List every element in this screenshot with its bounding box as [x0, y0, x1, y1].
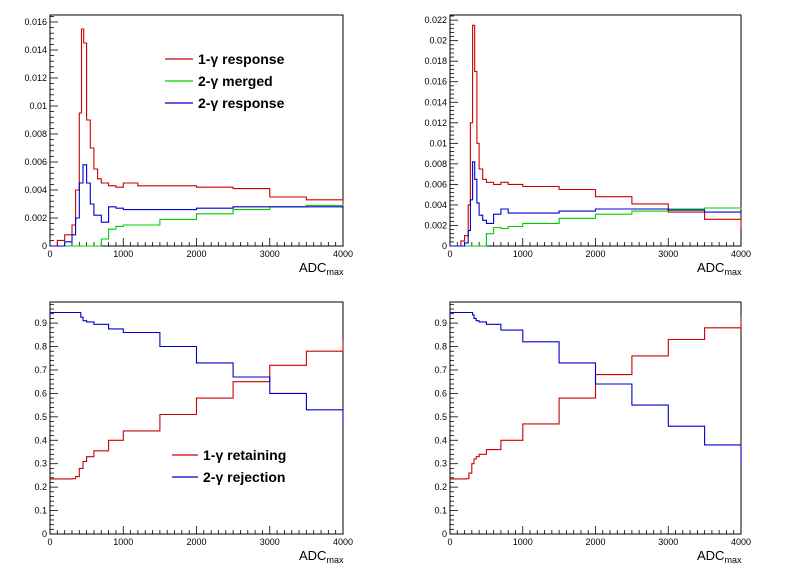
x-axis-title-subscript: max [724, 555, 742, 565]
y-tick-label: 0.3 [434, 459, 447, 469]
y-tick-label: 0.006 [24, 157, 47, 167]
y-tick-label: 0.5 [34, 412, 47, 422]
x-tick-label: 4000 [731, 249, 751, 259]
x-tick-label: 3000 [658, 537, 678, 547]
series-2-rejection [50, 311, 344, 425]
x-axis-title: ADCmax [299, 260, 344, 277]
y-tick-label: 0.4 [34, 435, 47, 445]
y-tick-label: 0.016 [24, 17, 47, 27]
y-tick-label: 0.002 [24, 213, 47, 223]
legend-panel-3: 1-γ retaining 2-γ rejection [172, 447, 286, 485]
plot-frame [49, 301, 344, 535]
x-axis-title-subscript: max [326, 555, 344, 565]
series-line-1 [450, 318, 742, 480]
y-tick-label: 0.8 [34, 342, 47, 352]
x-tick-label: 2000 [585, 537, 605, 547]
y-tick-label: 0.7 [434, 365, 447, 375]
y-tick-label: 0.008 [424, 159, 447, 169]
y-tick-label: 0.9 [34, 318, 47, 328]
y-tick-label: 0.016 [424, 77, 447, 87]
series-2-response [50, 164, 344, 247]
y-tick-label: 0.004 [24, 185, 47, 195]
y-tick-label: 0.4 [434, 435, 447, 445]
y-tick-label: 0.002 [424, 220, 447, 230]
plot-frame [449, 301, 742, 535]
x-tick-label: 1000 [113, 537, 133, 547]
y-tick-label: 0.6 [34, 388, 47, 398]
y-tick-label: 0.1 [434, 506, 447, 516]
y-tick-label: 0.6 [434, 388, 447, 398]
x-axis-title: ADCmax [697, 260, 742, 277]
y-tick-label: 0.014 [424, 97, 447, 107]
x-tick-label: 1000 [513, 537, 533, 547]
x-axis-title: ADCmax [697, 548, 742, 565]
x-tick-label: 0 [447, 537, 452, 547]
legend-label-2g-merged: 2-γ merged [198, 73, 273, 89]
y-tick-label: 0.8 [434, 342, 447, 352]
y-tick-label: 0.02 [429, 36, 447, 46]
legend-label-2g-rejection: 2-γ rejection [203, 469, 285, 485]
x-tick-label: 1000 [113, 249, 133, 259]
x-axis-title: ADCmax [299, 548, 344, 565]
x-tick-label: 4000 [333, 537, 353, 547]
y-tick-label: 0.01 [429, 138, 447, 148]
y-tick-label: 0.022 [424, 15, 447, 25]
x-tick-label: 3000 [260, 249, 280, 259]
y-tick-label: 0 [442, 241, 447, 251]
x-tick-label: 3000 [658, 249, 678, 259]
x-tick-label: 0 [47, 249, 52, 259]
y-tick-label: 0.7 [34, 365, 47, 375]
legend-panel-1: 1-γ response 2-γ merged 2-γ response [165, 51, 285, 111]
y-tick-label: 0.9 [434, 318, 447, 328]
chart-panel-3: 0 0.1 0.2 0.3 0.4 0.5 0.6 0.7 0.8 0.9 0 1000 2000 300… [34, 301, 353, 565]
y-tick-label: 0.008 [24, 129, 47, 139]
chart-panel-2: 0 0.002 0.004 0.006 0.008 0.01 0.012 0.014 0.016… [424, 14, 751, 277]
x-tick-label: 2000 [186, 249, 206, 259]
x-tick-label: 1000 [513, 249, 533, 259]
chart-panel-1: 0 0.002 0.004 0.006 0.008 0.01 0.012 0.014 0.016… [24, 14, 353, 277]
x-tick-label: 4000 [333, 249, 353, 259]
y-tick-label: 0.2 [434, 482, 447, 492]
y-tick-label: 0.012 [424, 118, 447, 128]
x-tick-label: 2000 [585, 249, 605, 259]
series-line-1 [450, 24, 742, 247]
y-tick-label: 0.004 [424, 200, 447, 210]
series-line-2 [450, 207, 742, 247]
series-1-retaining [50, 340, 344, 480]
legend-label-1g-response: 1-γ response [198, 51, 285, 67]
series-line-3 [450, 161, 742, 247]
y-tick-label: 0.01 [29, 101, 47, 111]
x-tick-label: 4000 [731, 537, 751, 547]
y-tick-label: 0.012 [24, 73, 47, 83]
y-tick-label: 0.2 [34, 482, 47, 492]
x-tick-label: 3000 [260, 537, 280, 547]
y-tick-label: 0.1 [34, 506, 47, 516]
chart-panel-4: 0 0.1 0.2 0.3 0.4 0.5 0.6 0.7 0.8 0.9 0 1000 2000 300… [434, 301, 751, 565]
x-tick-label: 0 [447, 249, 452, 259]
x-tick-label: 2000 [186, 537, 206, 547]
legend-label-1g-retaining: 1-γ retaining [203, 447, 286, 463]
y-tick-label: 0.006 [424, 179, 447, 189]
series-line-2 [450, 311, 742, 463]
y-tick-label: 0 [442, 529, 447, 539]
legend-label-2g-response: 2-γ response [198, 95, 285, 111]
y-tick-label: 0.018 [424, 56, 447, 66]
y-tick-label: 0 [42, 241, 47, 251]
y-tick-label: 0.5 [434, 412, 447, 422]
y-tick-label: 0.014 [24, 45, 47, 55]
x-axis-title-subscript: max [724, 267, 742, 277]
x-tick-label: 0 [47, 537, 52, 547]
x-axis-title-subscript: max [326, 267, 344, 277]
y-tick-label: 0 [42, 529, 47, 539]
y-tick-label: 0.3 [34, 459, 47, 469]
